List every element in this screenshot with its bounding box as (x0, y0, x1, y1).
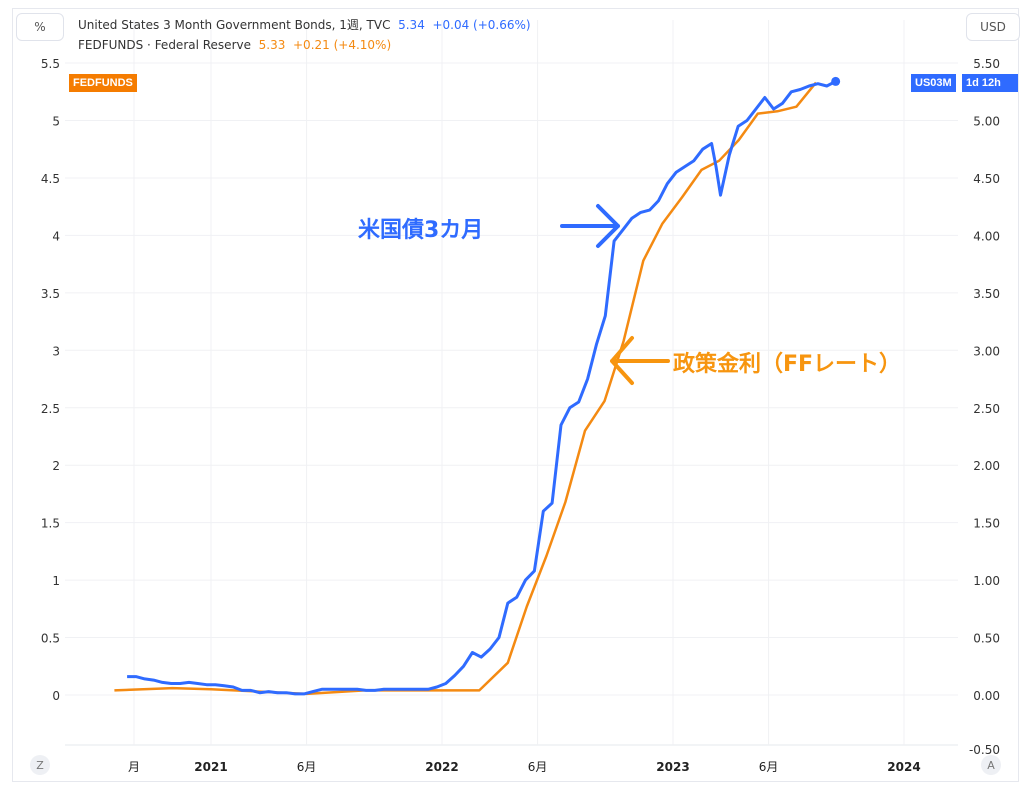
x-tick-label: 2024 (887, 760, 920, 774)
annotation-us03m: 米国債3カ月 (358, 218, 484, 243)
us03m-tag: US03M (911, 74, 956, 92)
series-line-us03m (127, 80, 837, 696)
right-tick-label: 3.00 (973, 344, 1000, 358)
series-lines (114, 76, 841, 696)
fedfunds-tag: FEDFUNDS (69, 74, 137, 92)
left-tick-label: 5 (52, 115, 60, 129)
left-tick-label: 3.5 (41, 287, 60, 301)
left-tick-label: 0.5 (41, 632, 60, 646)
legend-series2-change: +0.21 (+4.10%) (293, 38, 392, 52)
left-tick-label: 2.5 (41, 402, 60, 416)
right-tick-label: 1.00 (973, 574, 1000, 588)
series-line-fedfunds (114, 81, 817, 696)
left-tick-label: 0 (52, 689, 60, 703)
right-tick-label: 0.50 (973, 632, 1000, 646)
x-tick-label: 2022 (425, 760, 458, 774)
orange-arrow (610, 336, 670, 385)
percent-scale-button[interactable]: % (16, 13, 64, 41)
countdown-tag: 1d 12h (961, 74, 1018, 92)
chart-frame (12, 8, 1019, 782)
left-axis: 0 0.5 1 1.5 2 2.5 3 3.5 4 4.5 5 5.5 (41, 57, 60, 703)
right-tick-label: 2.00 (973, 459, 1000, 473)
right-tick-label: 0.00 (973, 689, 1000, 703)
legend-series1-value: 5.34 (398, 18, 425, 32)
legend: United States 3 Month Government Bonds, … (78, 15, 531, 55)
right-tick-label: 4.50 (973, 172, 1000, 186)
left-tick-label: 2 (52, 459, 60, 473)
right-tick-label: 1.50 (973, 517, 1000, 531)
legend-series2-name: FEDFUNDS · Federal Reserve (78, 38, 251, 52)
x-axis: 月 2021 6月 2022 6月 2023 6月 2024 (128, 760, 921, 774)
right-tick-label: -0.50 (969, 743, 1000, 757)
legend-series1-change: +0.04 (+0.66%) (432, 18, 531, 32)
left-tick-label: 4.5 (41, 172, 60, 186)
x-tick-label: 2023 (656, 760, 689, 774)
currency-button[interactable]: USD (966, 13, 1020, 41)
zoom-z-button[interactable]: Z (30, 755, 50, 775)
annotation-arrows (560, 204, 670, 385)
grid (65, 20, 958, 746)
left-tick-label: 4 (52, 229, 60, 243)
right-tick-label: 5.50 (973, 57, 1000, 71)
right-tick-label: 2.50 (973, 402, 1000, 416)
left-tick-label: 1 (52, 574, 60, 588)
annotation-fedfunds: 政策金利（FFレート） (673, 352, 902, 377)
right-axis: -0.50 0.00 0.50 1.00 1.50 2.00 2.50 3.00 3.50 4.0… (969, 57, 1000, 757)
left-tick-label: 5.5 (41, 57, 60, 71)
legend-series2-value: 5.33 (258, 38, 286, 52)
x-tick-label: 6月 (297, 760, 317, 774)
x-tick-label: 6月 (528, 760, 548, 774)
x-tick-label: 6月 (759, 760, 779, 774)
left-tick-label: 1.5 (41, 517, 60, 531)
blue-arrow (560, 204, 620, 248)
right-tick-label: 3.50 (973, 287, 1000, 301)
x-tick-label: 月 (128, 760, 140, 774)
last-value-dot (831, 76, 841, 86)
right-tick-label: 5.00 (973, 115, 1000, 129)
legend-series1-name: United States 3 Month Government Bonds, … (78, 18, 391, 32)
auto-scale-button[interactable]: A (981, 755, 1001, 775)
x-tick-label: 2021 (194, 760, 227, 774)
left-tick-label: 3 (52, 344, 60, 358)
right-tick-label: 4.00 (973, 229, 1000, 243)
